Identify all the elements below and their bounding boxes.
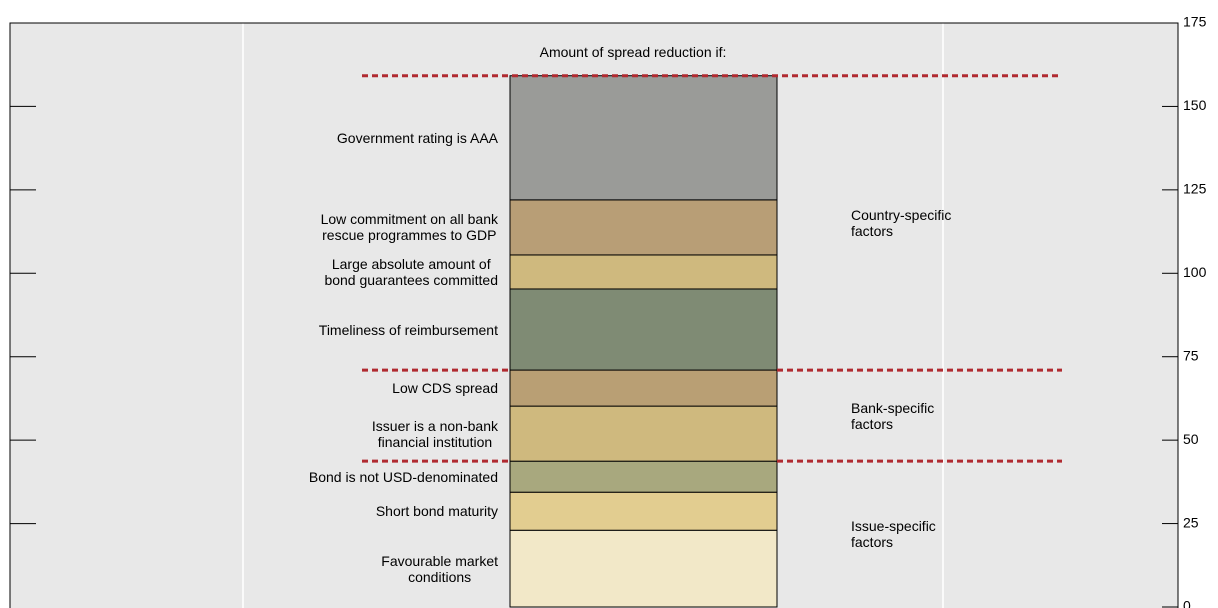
y-tick-label: 175	[1183, 14, 1207, 30]
segment-label: Government rating is AAA	[336, 129, 498, 146]
segment-label: Large absolute amount of bond guarantees…	[324, 255, 498, 288]
segment-label: Low CDS spread	[392, 380, 498, 397]
group-label: Country-specific factors	[851, 206, 952, 239]
y-tick-label: 150	[1183, 97, 1207, 113]
y-tick-label: 125	[1183, 181, 1207, 197]
segment-label: Favourable market conditions	[381, 552, 498, 585]
segment-label: Issuer is a non-bank financial instituti…	[371, 417, 498, 450]
bar-segment	[509, 254, 778, 290]
segment-label: Low commitment on all bank rescue progra…	[320, 211, 498, 244]
chart-title: Amount of spread reduction if:	[539, 44, 727, 60]
bar-segment	[509, 529, 778, 608]
bar-segment	[509, 405, 778, 462]
y-tick-label: 25	[1183, 514, 1199, 530]
segment-label: Short bond maturity	[375, 503, 498, 520]
segment-label: Timeliness of reimbursement	[318, 321, 498, 338]
bar-segment	[509, 75, 778, 201]
bar-segment	[509, 288, 778, 371]
bar-segment	[509, 491, 778, 531]
segment-label: Bond is not USD-denominated	[308, 468, 498, 485]
bar-segment	[509, 199, 778, 256]
y-tick-label: 100	[1183, 264, 1207, 280]
bar-segment	[509, 460, 778, 493]
group-label: Issue-specific factors	[851, 518, 936, 551]
group-label: Bank-specific factors	[851, 399, 935, 432]
plot-border	[9, 22, 1179, 608]
y-tick-label: 50	[1183, 431, 1199, 447]
bar-segment	[509, 369, 778, 407]
y-tick-label: 0	[1183, 598, 1191, 608]
y-tick-label: 75	[1183, 347, 1199, 363]
